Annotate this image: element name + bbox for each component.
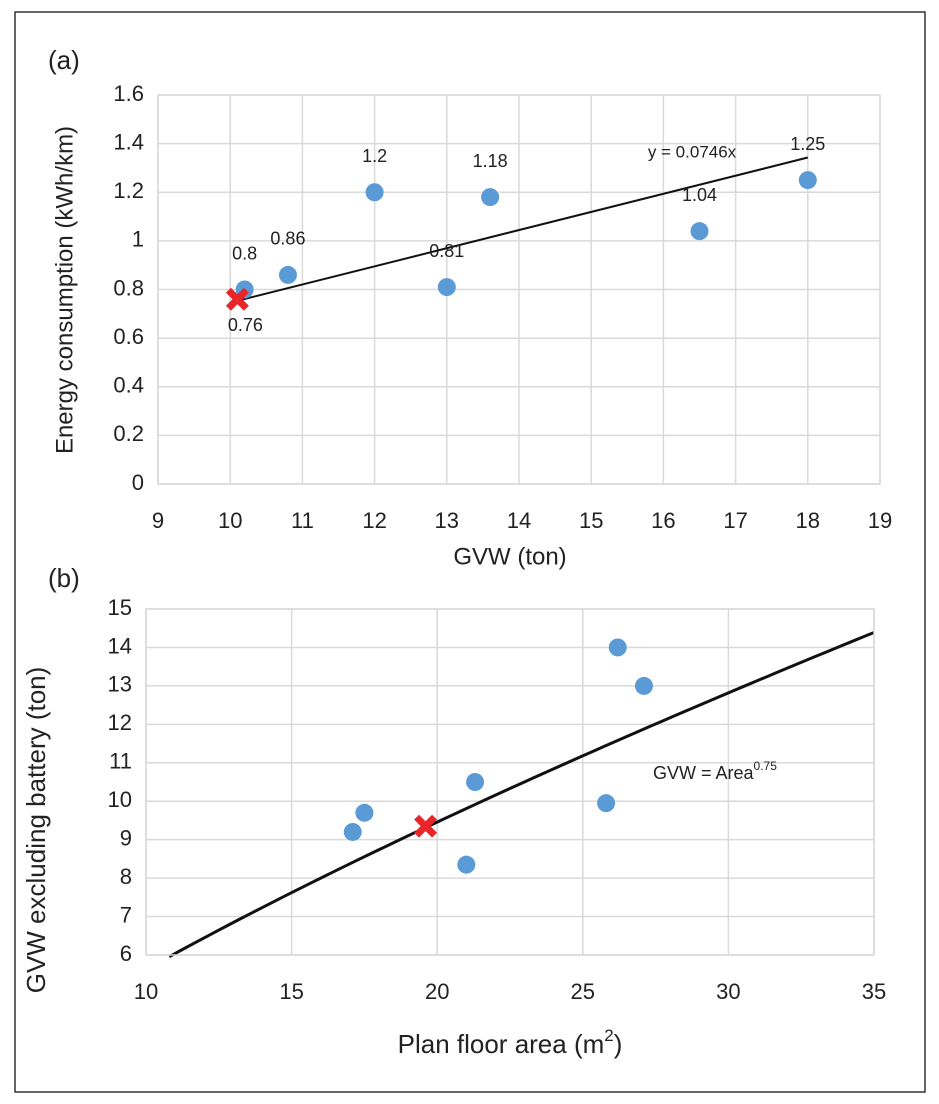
x-axis-title-part: )	[614, 1029, 623, 1059]
x-tick-label: 13	[435, 508, 459, 533]
x-axis-title: GVW (ton)	[453, 543, 566, 570]
panel-label: (a)	[48, 45, 80, 75]
x-axis-title-part: Plan floor area (m	[398, 1029, 605, 1059]
data-point	[355, 803, 374, 822]
x-tick-label: 15	[579, 508, 603, 533]
panel-label: (b)	[48, 563, 80, 593]
y-tick-label: 7	[120, 902, 132, 927]
trendline	[237, 156, 809, 302]
plot-border	[145, 608, 875, 956]
y-tick-label: 14	[108, 633, 132, 658]
x-axis-title-part: 2	[604, 1026, 613, 1045]
data-point	[690, 222, 709, 241]
data-point	[634, 676, 653, 695]
curve-label-exponent: 0.75	[754, 759, 778, 773]
y-axis-title: Energy consumption (kWh/km)	[51, 126, 78, 454]
x-tick-label: 14	[507, 508, 531, 533]
y-tick-label: 9	[120, 825, 132, 850]
highlight-label: 0.76	[228, 315, 263, 335]
y-axis-title: GVW excluding battery (ton)	[21, 667, 51, 994]
y-tick-label: 13	[108, 672, 132, 697]
y-tick-label: 6	[120, 941, 132, 966]
x-tick-label: 16	[651, 508, 675, 533]
x-tick-label: 10	[134, 979, 158, 1004]
data-label: 1.25	[790, 134, 825, 154]
data-point	[798, 171, 817, 190]
figure-border	[14, 11, 926, 1093]
x-tick-label: 17	[723, 508, 747, 533]
x-tick-label: 11	[291, 508, 314, 533]
y-tick-label: 0.8	[113, 275, 144, 300]
plot-border	[157, 94, 881, 485]
x-tick-label: 20	[425, 979, 449, 1004]
fit-curve	[168, 631, 875, 958]
data-point	[437, 278, 456, 297]
y-tick-label: 0.2	[113, 421, 144, 446]
x-tick-label: 30	[716, 979, 740, 1004]
x-tick-label: 19	[868, 508, 892, 533]
x-tick-label: 35	[862, 979, 886, 1004]
x-tick-label: 25	[571, 979, 595, 1004]
y-tick-label: 1.6	[113, 81, 144, 106]
y-tick-label: 15	[108, 595, 132, 620]
y-tick-label: 0.4	[113, 373, 144, 398]
data-point	[278, 265, 297, 284]
data-label: 1.04	[682, 185, 717, 205]
x-axis-title: Plan floor area (m2)	[398, 1026, 623, 1058]
x-tick-label: 15	[279, 979, 303, 1004]
curve-label-text: GVW = Area	[653, 763, 755, 783]
y-tick-label: 10	[108, 787, 132, 812]
data-label: 0.86	[270, 229, 305, 249]
data-point	[466, 773, 485, 791]
data-label: 0.81	[429, 241, 464, 261]
x-tick-label: 10	[218, 508, 242, 533]
y-tick-label: 8	[120, 864, 132, 889]
y-tick-label: 12	[108, 710, 132, 735]
data-point	[343, 822, 362, 841]
data-point	[457, 855, 476, 874]
data-point	[608, 638, 627, 657]
y-tick-label: 1	[132, 227, 144, 252]
data-point	[597, 794, 616, 813]
highlight-marker	[225, 287, 249, 311]
data-label: 1.2	[362, 146, 387, 166]
y-tick-label: 1.4	[113, 129, 144, 154]
x-tick-label: 9	[152, 508, 164, 533]
data-label: 1.18	[473, 151, 508, 171]
data-label: 0.8	[232, 243, 257, 263]
y-tick-label: 0	[132, 470, 144, 495]
trendline-label: y = 0.0746x	[648, 142, 737, 161]
x-tick-label: 18	[796, 508, 820, 533]
data-point	[365, 183, 384, 202]
y-tick-label: 11	[109, 749, 132, 774]
y-tick-label: 0.6	[113, 324, 144, 349]
highlight-marker	[414, 814, 438, 838]
x-tick-label: 12	[362, 508, 386, 533]
curve-label: GVW = Area0.75	[653, 759, 777, 783]
y-tick-label: 1.2	[113, 178, 144, 203]
data-point	[481, 188, 500, 207]
